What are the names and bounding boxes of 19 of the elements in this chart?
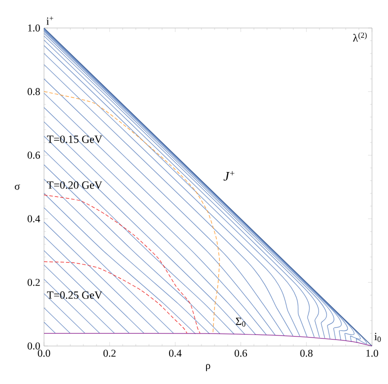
y-tick-label: 0.0	[28, 342, 40, 350]
y-tick-label: 1.0	[28, 24, 40, 32]
annotation: i$_{0}$	[374, 332, 381, 342]
x-tick-label: 0.8	[300, 350, 313, 357]
annotation: λ$^{(2)}$	[353, 32, 367, 42]
annotation: i$^{+}$	[46, 16, 54, 25]
x-tick-label: 0.2	[103, 350, 116, 357]
x-axis-title: ρ	[206, 364, 210, 372]
y-axis-title: σ	[14, 184, 20, 190]
x-tick-label: 1.0	[366, 350, 378, 357]
y-tick-label: 0.6	[28, 152, 40, 159]
x-tick-label: 0.6	[234, 350, 248, 357]
annotation: Σ$_{0}$	[236, 318, 246, 327]
x-tick-label: 0.4	[169, 350, 182, 357]
y-tick-label: 0.4	[28, 215, 40, 222]
y-tick-label: 0.2	[28, 278, 40, 286]
y-tick-label: 0.8	[28, 88, 40, 96]
annotation: J$^{+}$	[224, 171, 234, 181]
x-tick-label: 0.0	[38, 350, 50, 357]
